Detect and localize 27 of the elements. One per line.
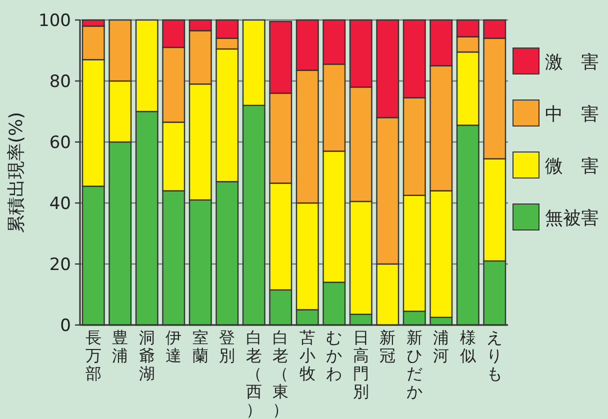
x-tick-label: 様似 — [460, 328, 476, 365]
legend-label: 微 害 — [545, 156, 599, 177]
y-tick-label: 100 — [38, 11, 71, 31]
y-tick-label: 20 — [49, 255, 71, 275]
y-tick-label: 80 — [49, 72, 71, 92]
x-tick-label: 浦河 — [433, 328, 450, 365]
x-tick-label: 伊達 — [166, 328, 182, 365]
x-tick-label: 洞爺湖 — [138, 328, 155, 383]
y-tick-label: 40 — [49, 194, 71, 214]
x-tick-label: 新ひだか — [406, 328, 422, 401]
x-tick-label: 白老（東） — [272, 328, 289, 419]
legend-label: 無被害 — [545, 208, 599, 229]
x-tick-label: 白老（西） — [246, 328, 262, 419]
x-tick-label: 豊浦 — [112, 328, 128, 365]
y-tick-label: 60 — [49, 133, 71, 153]
y-axis-title: 累積出現率(%) — [6, 112, 27, 234]
x-tick-label: むかわ — [326, 328, 342, 383]
x-tick-label: 新冠 — [380, 328, 396, 365]
x-tick-label: 苫小牧 — [299, 328, 316, 383]
x-tick-label: えりも — [486, 328, 503, 383]
y-tick-label: 0 — [60, 316, 71, 336]
legend-label: 激 害 — [545, 52, 599, 73]
x-tick-label: 日高門別 — [352, 328, 369, 401]
x-tick-label: 登別 — [219, 328, 236, 365]
x-tick-label: 室蘭 — [192, 328, 208, 365]
legend-label: 中 害 — [545, 104, 599, 125]
x-tick-label: 長万部 — [85, 328, 102, 383]
